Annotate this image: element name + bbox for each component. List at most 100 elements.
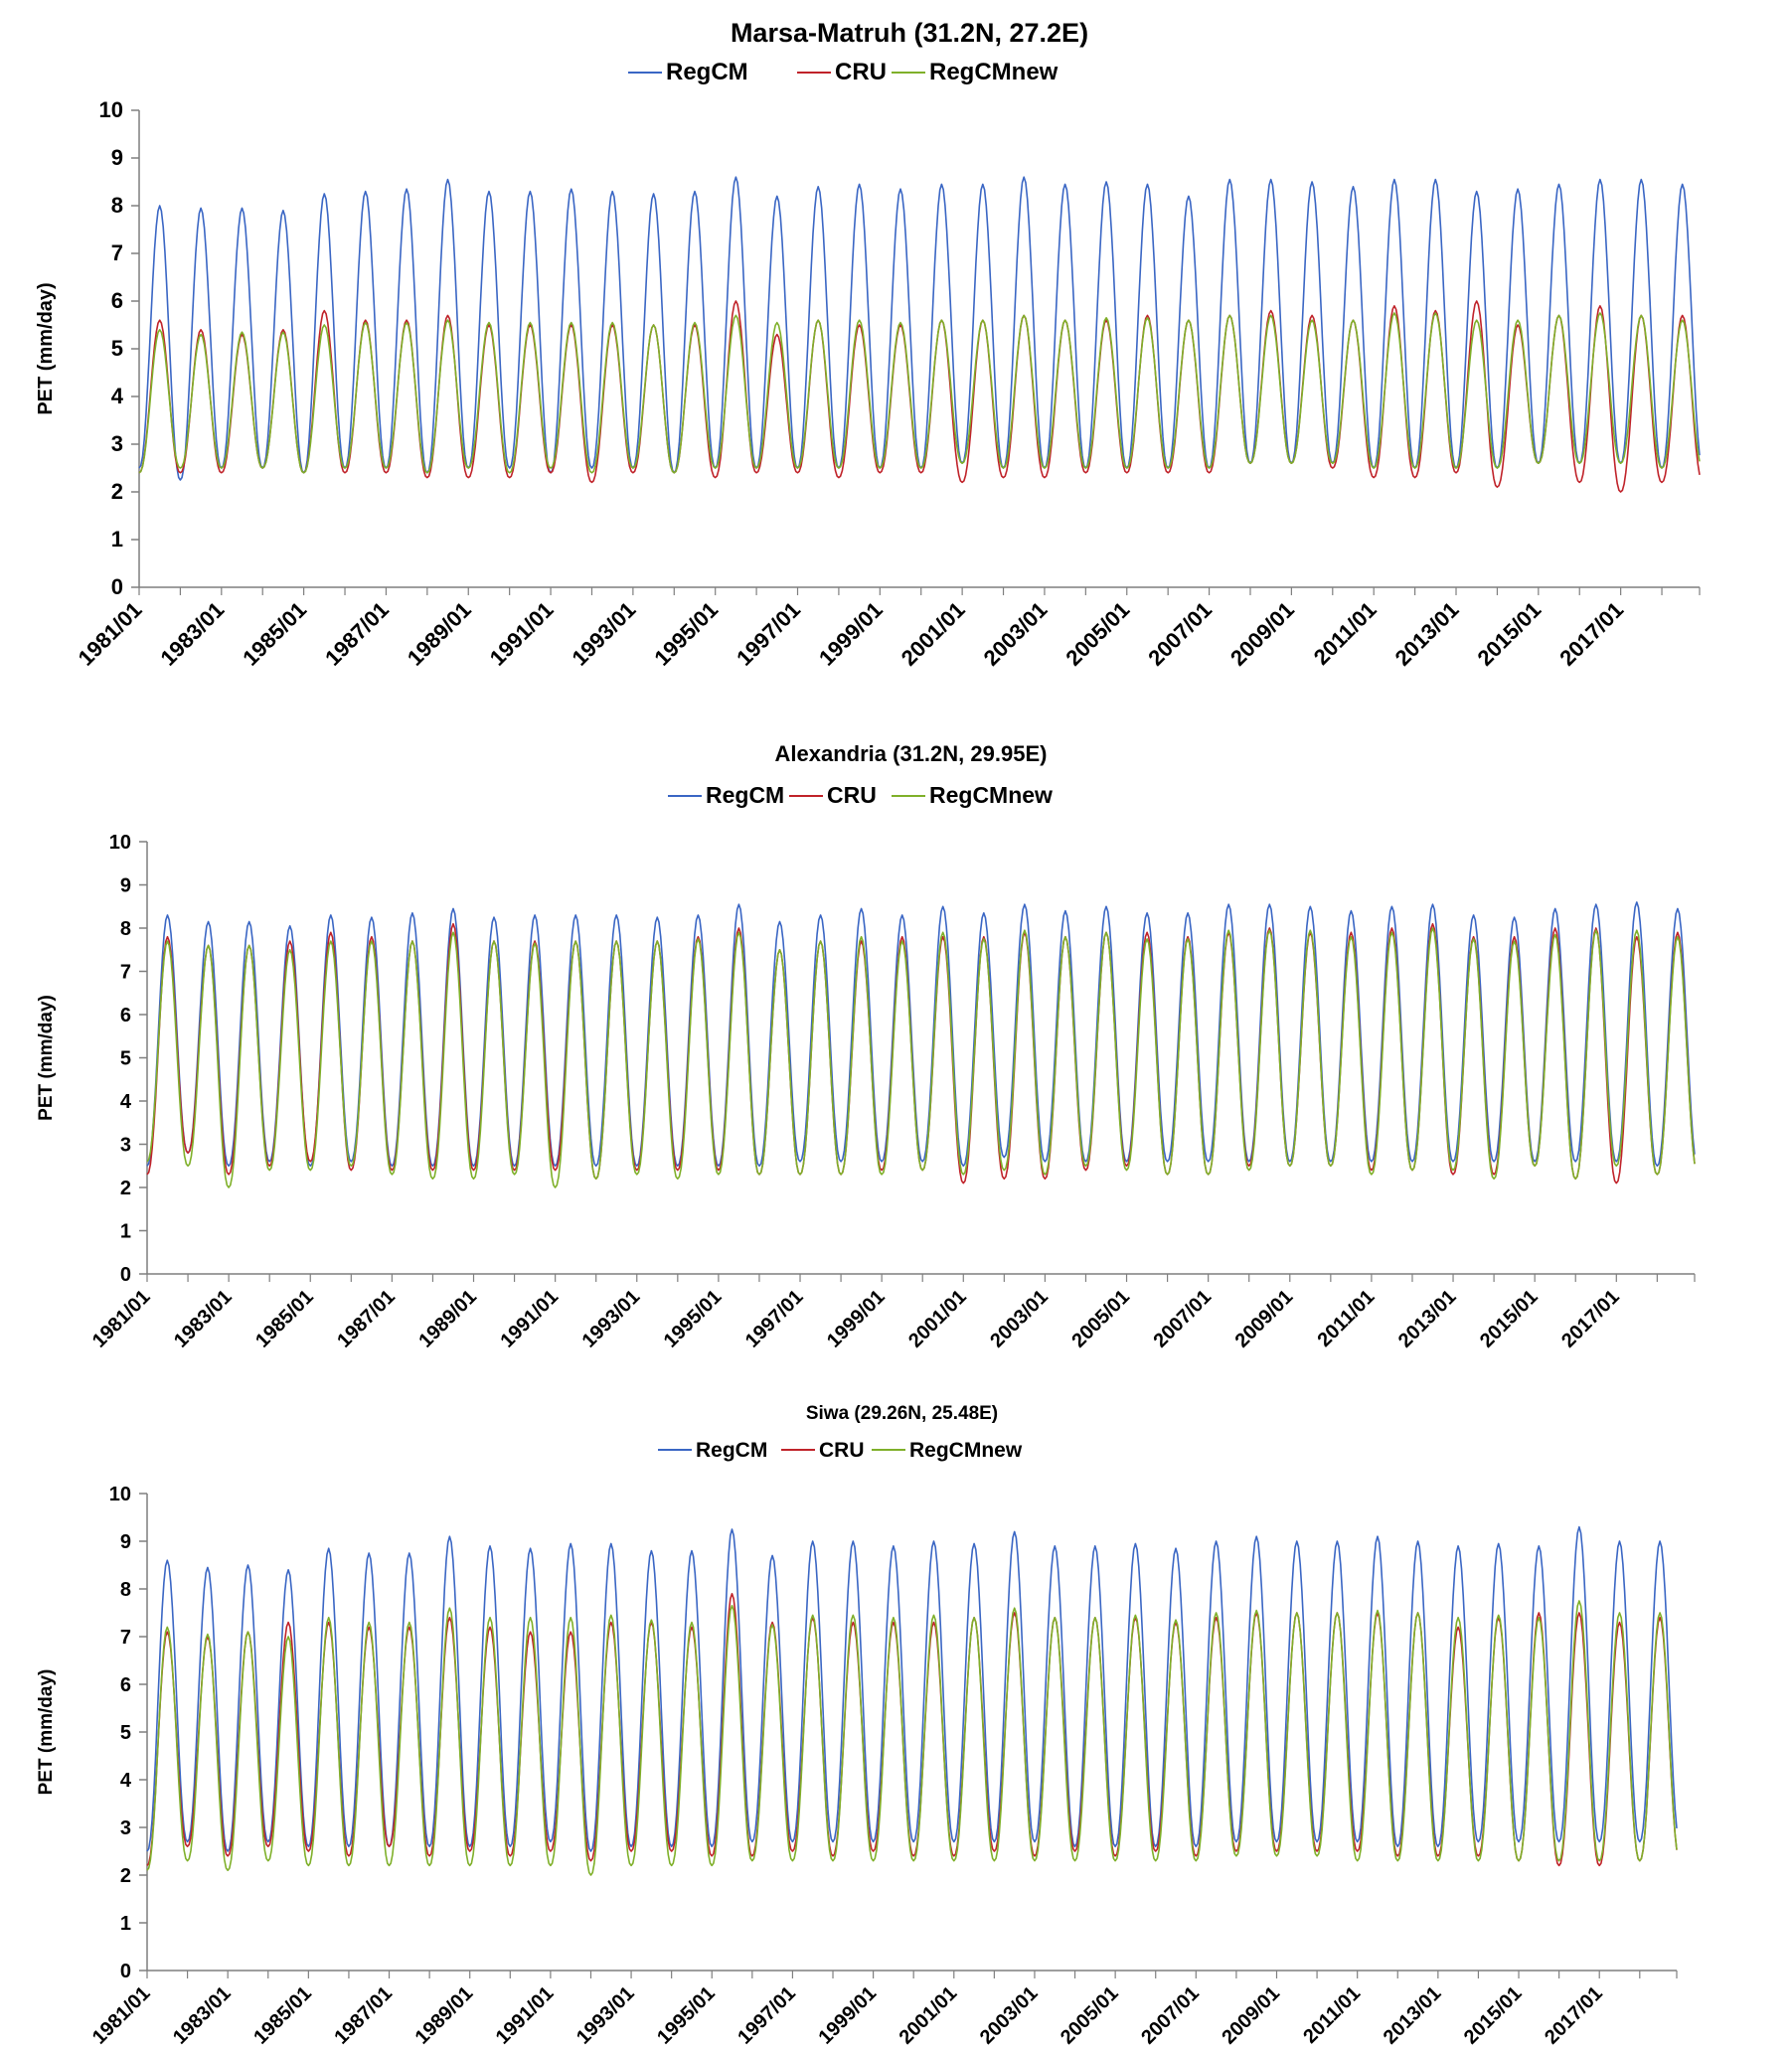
y-tick-label: 0 (120, 1264, 131, 1286)
x-tick-label: 1983/01 (170, 1286, 237, 1352)
legend-label-regcm: RegCM (696, 1439, 767, 1462)
chart-title: Alexandria (31.2N, 29.95E) (775, 741, 1048, 766)
x-tick-label: 1981/01 (74, 597, 147, 671)
series-line-regcm (146, 1525, 1678, 1852)
series-line-regcmnew (146, 927, 1696, 1188)
x-tick-label: 2003/01 (976, 1982, 1043, 2049)
y-tick-label: 6 (120, 1674, 131, 1696)
x-tick-label: 1997/01 (741, 1286, 808, 1352)
x-tick-label: 1993/01 (578, 1286, 645, 1352)
x-tick-label: 2005/01 (1057, 1982, 1123, 2049)
legend-label-regcm: RegCM (666, 59, 748, 85)
x-tick-label: 1993/01 (572, 1982, 639, 2049)
x-tick-label: 2017/01 (1554, 597, 1628, 671)
x-tick-label: 1981/01 (88, 1286, 155, 1352)
x-tick-label: 2009/01 (1218, 1982, 1284, 2049)
y-tick-label: 2 (120, 1865, 131, 1887)
chart-legend: RegCM CRU RegCMnew (668, 782, 1053, 808)
chart-legend: RegCM CRU RegCMnew (658, 1439, 1023, 1462)
legend-label-regcmnew: RegCMnew (929, 782, 1053, 808)
chart-svg-alexandria: Alexandria (31.2N, 29.95E) RegCM CRU RegCMn… (36, 741, 1696, 1352)
chart-svg-marsa-matruh: Marsa-Matruh (31.2N, 27.2E)RegCM CRU RegCM… (35, 18, 1701, 671)
chart-legend: RegCM CRU RegCMnew (628, 59, 1059, 85)
series-line-regcmnew (146, 1600, 1678, 1876)
y-tick-label: 3 (120, 1817, 131, 1839)
x-tick-label: 1995/01 (649, 597, 723, 671)
y-axis-label: PET (mm/day) (36, 995, 57, 1121)
legend-label-cru: CRU (827, 782, 877, 808)
series-line-regcmnew (138, 312, 1701, 474)
x-tick-label: 2003/01 (986, 1286, 1053, 1352)
chart-title: Marsa-Matruh (31.2N, 27.2E) (731, 18, 1088, 48)
x-tick-label: 2001/01 (904, 1286, 971, 1352)
y-tick-label: 3 (120, 1135, 131, 1157)
x-tick-label: 2001/01 (896, 597, 970, 671)
chart-panel-marsa-matruh: Marsa-Matruh (31.2N, 27.2E) RegCM CRU RegCM… (0, 0, 1792, 696)
legend-label-regcmnew: RegCMnew (909, 1439, 1023, 1462)
x-tick-label: 1981/01 (88, 1982, 155, 2049)
x-tick-label: 1987/01 (333, 1286, 400, 1352)
x-tick-label: 2015/01 (1460, 1982, 1527, 2049)
x-tick-label: 1991/01 (485, 597, 559, 671)
x-tick-label: 2009/01 (1225, 597, 1299, 671)
y-tick-label: 1 (120, 1913, 131, 1935)
y-tick-label: 9 (111, 145, 123, 170)
y-tick-label: 6 (120, 1005, 131, 1026)
y-tick-label: 0 (111, 574, 123, 599)
series-line-regcm (138, 176, 1701, 481)
x-tick-label: 1989/01 (411, 1982, 478, 2049)
legend-label-cru: CRU (835, 59, 887, 85)
y-tick-label: 5 (120, 1048, 131, 1070)
x-tick-label: 1985/01 (238, 597, 311, 671)
y-tick-label: 9 (120, 1531, 131, 1553)
x-tick-label: 2009/01 (1231, 1286, 1298, 1352)
x-tick-label: 1991/01 (496, 1286, 563, 1352)
y-tick-label: 4 (111, 384, 124, 408)
y-tick-label: 9 (120, 875, 131, 897)
legend-label-regcmnew: RegCMnew (929, 59, 1059, 85)
y-tick-label: 3 (111, 431, 123, 456)
chart-panel-alexandria: Alexandria (31.2N, 29.95E) RegCM CRU RegCMn… (0, 725, 1792, 1381)
y-tick-label: 1 (111, 527, 123, 552)
x-tick-label: 1991/01 (492, 1982, 559, 2049)
x-tick-label: 2017/01 (1557, 1286, 1624, 1352)
x-tick-label: 1999/01 (814, 597, 888, 671)
x-tick-label: 2005/01 (1060, 597, 1134, 671)
y-tick-label: 8 (120, 918, 131, 940)
x-tick-label: 2005/01 (1067, 1286, 1134, 1352)
y-tick-label: 4 (120, 1770, 132, 1792)
legend-label-regcm: RegCM (706, 782, 784, 808)
x-tick-label: 1989/01 (403, 597, 476, 671)
y-tick-label: 10 (109, 832, 131, 854)
y-tick-label: 7 (120, 962, 131, 984)
x-tick-label: 1999/01 (823, 1286, 890, 1352)
x-tick-label: 1983/01 (155, 597, 229, 671)
x-tick-label: 2003/01 (979, 597, 1053, 671)
x-tick-label: 1997/01 (732, 597, 805, 671)
y-tick-label: 8 (120, 1579, 131, 1601)
chart-title: Siwa (29.26N, 25.48E) (806, 1403, 998, 1424)
x-tick-label: 2011/01 (1299, 1982, 1365, 2048)
y-tick-label: 2 (111, 479, 123, 504)
x-tick-label: 1997/01 (733, 1982, 800, 2049)
x-tick-label: 2017/01 (1541, 1982, 1607, 2049)
x-tick-label: 1985/01 (251, 1286, 318, 1352)
y-tick-label: 4 (120, 1091, 132, 1113)
y-tick-label: 10 (99, 97, 123, 122)
y-axis-label: PET (mm/day) (35, 282, 57, 414)
y-axis-label: PET (mm/day) (36, 1669, 57, 1796)
x-tick-label: 1987/01 (330, 1982, 397, 2049)
y-tick-label: 1 (120, 1221, 131, 1243)
x-tick-label: 2007/01 (1143, 597, 1217, 671)
x-tick-label: 2011/01 (1309, 597, 1382, 670)
chart-panel-siwa: Siwa (29.26N, 25.48E) RegCM CRU RegCMnew 0 1 2… (0, 1381, 1792, 2052)
x-tick-label: 2015/01 (1476, 1286, 1543, 1352)
x-tick-label: 2007/01 (1150, 1286, 1217, 1352)
y-tick-label: 2 (120, 1178, 131, 1199)
y-tick-label: 7 (111, 240, 123, 265)
x-tick-label: 1983/01 (169, 1982, 236, 2049)
series-line-regcm (146, 901, 1696, 1168)
x-tick-label: 1999/01 (814, 1982, 881, 2049)
legend-label-cru: CRU (819, 1439, 865, 1462)
x-tick-label: 2001/01 (896, 1982, 962, 2049)
